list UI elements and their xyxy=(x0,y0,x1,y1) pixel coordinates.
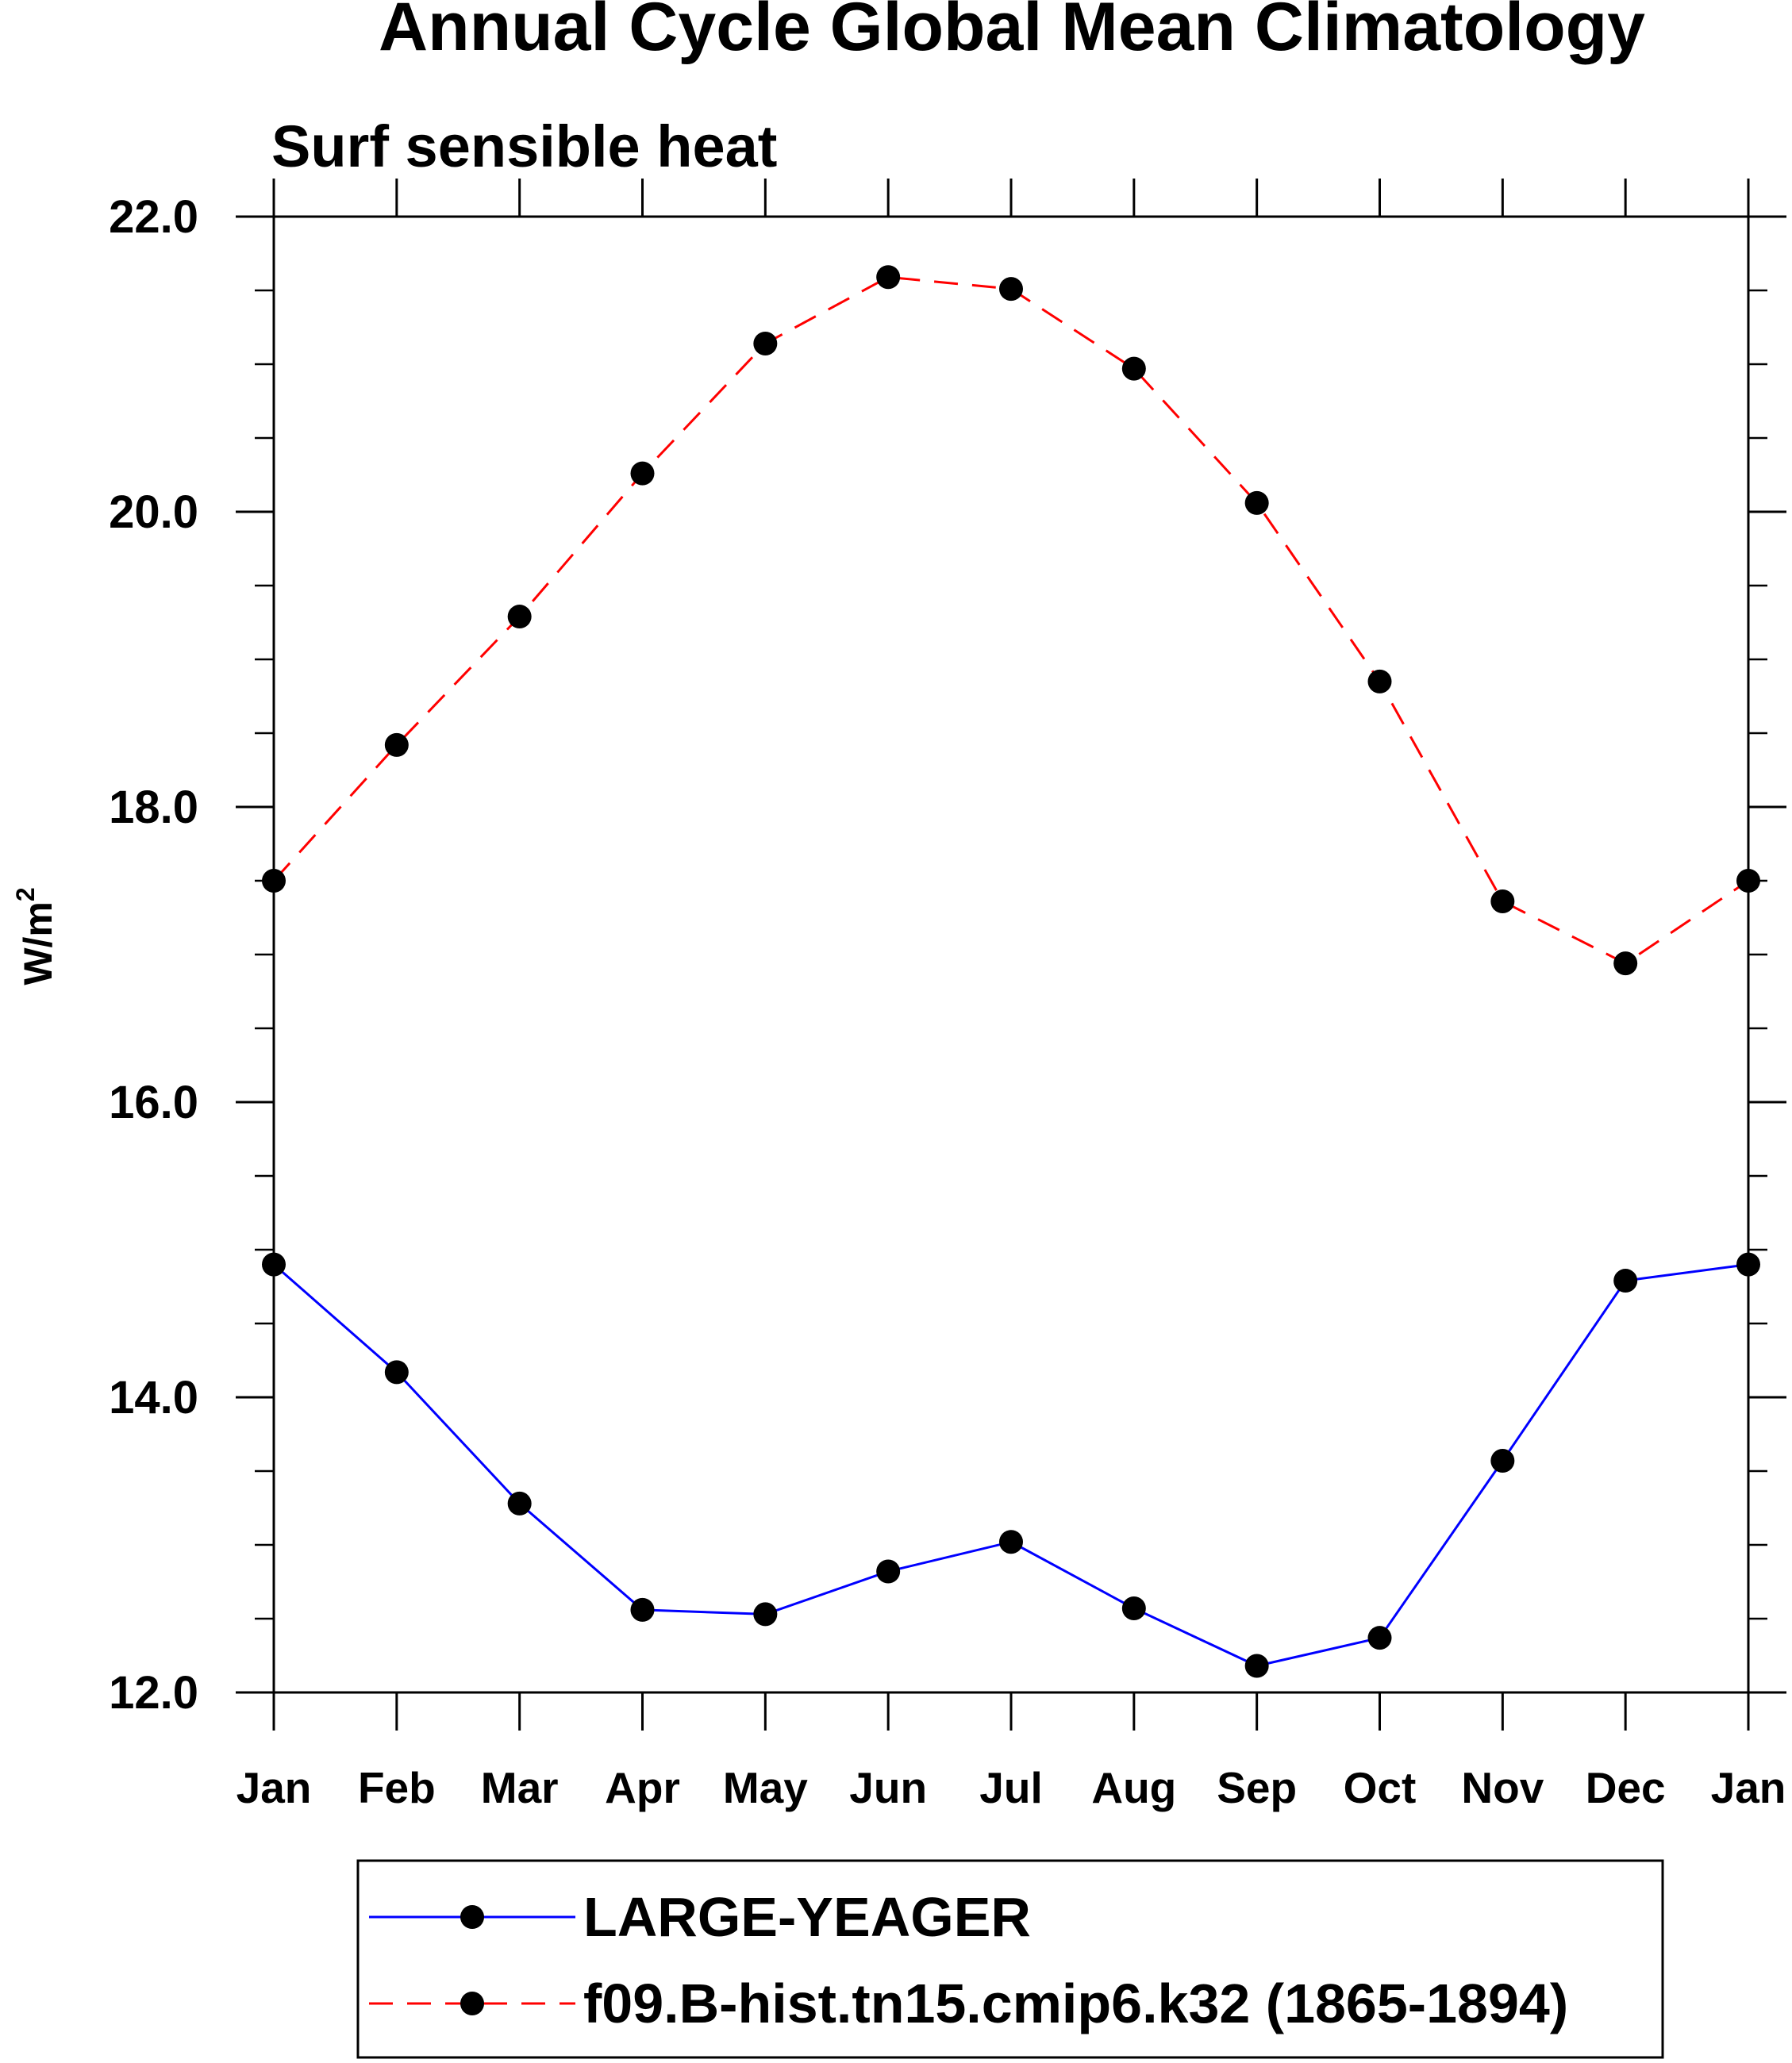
x-tick-label: Aug xyxy=(1091,1763,1176,1812)
series-line-large-yeager xyxy=(273,1263,1749,1668)
legend-box xyxy=(356,1859,1664,2059)
data-point-large-yeager xyxy=(876,1559,901,1584)
y-tick-label: 18.0 xyxy=(109,782,198,833)
data-point-f09-b-hist-tn15-cmip6-k32-1865-1894 xyxy=(1121,356,1146,381)
data-point-large-yeager xyxy=(1613,1269,1638,1293)
data-point-f09-b-hist-tn15-cmip6-k32-1865-1894 xyxy=(1613,951,1638,976)
data-point-f09-b-hist-tn15-cmip6-k32-1865-1894 xyxy=(999,277,1023,302)
x-tick-label: Jan xyxy=(1711,1763,1786,1812)
x-tick-label: Oct xyxy=(1344,1763,1417,1812)
data-point-f09-b-hist-tn15-cmip6-k32-1865-1894 xyxy=(1244,490,1269,515)
data-point-f09-b-hist-tn15-cmip6-k32-1865-1894 xyxy=(876,265,901,290)
axes: Jan Feb Mar Apr May Jun Jul Aug Sep Oct Nov Dec Jan 1… xyxy=(109,179,1786,1812)
data-point-large-yeager xyxy=(1121,1596,1146,1620)
data-point-f09-b-hist-tn15-cmip6-k32-1865-1894 xyxy=(753,331,778,355)
data-point-large-yeager xyxy=(999,1530,1023,1554)
x-tick-label: Apr xyxy=(605,1763,680,1812)
data-point-large-yeager xyxy=(507,1491,532,1516)
data-point-f09-b-hist-tn15-cmip6-k32-1865-1894 xyxy=(1736,869,1760,893)
y-tick-label: 16.0 xyxy=(109,1077,198,1128)
data-point-f09-b-hist-tn15-cmip6-k32-1865-1894 xyxy=(1367,669,1392,693)
data-point-large-yeager xyxy=(1244,1654,1269,1678)
legend-marker-f09-b-hist xyxy=(460,1992,484,2015)
data-point-f09-b-hist-tn15-cmip6-k32-1865-1894 xyxy=(262,869,286,893)
x-tick-label: Jul xyxy=(979,1763,1042,1812)
x-tick-label: Mar xyxy=(481,1763,559,1812)
y-axis-label: W/m2 xyxy=(11,887,60,985)
plot-frame xyxy=(272,215,1750,1694)
data-point-f09-b-hist-tn15-cmip6-k32-1865-1894 xyxy=(1490,889,1515,914)
data-point-large-yeager xyxy=(384,1360,409,1385)
x-tick-label: Nov xyxy=(1461,1763,1544,1812)
data-point-f09-b-hist-tn15-cmip6-k32-1865-1894 xyxy=(630,461,655,486)
y-axis-label-superscript: 2 xyxy=(11,887,40,901)
x-tick-label: Jan xyxy=(236,1763,312,1812)
data-point-large-yeager xyxy=(1490,1448,1515,1473)
series-line-f09-b-hist-tn15-cmip6-k32-1865-1894 xyxy=(272,275,1749,965)
y-tick-label: 20.0 xyxy=(109,486,198,538)
y-tick-label: 12.0 xyxy=(109,1667,198,1719)
x-tick-label: May xyxy=(723,1763,808,1812)
x-tick-label: Feb xyxy=(358,1763,436,1812)
y-tick-label: 22.0 xyxy=(109,191,198,243)
series-layer xyxy=(262,265,1760,1678)
legend-label-f09-b-hist: f09.B-hist.tn15.cmip6.k32 (1865-1894) xyxy=(583,1973,1568,2034)
legend-marker-large-yeager xyxy=(460,1905,484,1929)
svg-text:W/m2: W/m2 xyxy=(11,887,60,985)
data-point-large-yeager xyxy=(630,1597,655,1622)
chart-subtitle: Surf sensible heat xyxy=(271,113,777,179)
data-point-f09-b-hist-tn15-cmip6-k32-1865-1894 xyxy=(384,732,409,757)
x-tick-label: Dec xyxy=(1586,1763,1666,1812)
y-tick-label: 14.0 xyxy=(109,1372,198,1423)
y-axis-label-text: W/m xyxy=(16,901,60,985)
data-point-f09-b-hist-tn15-cmip6-k32-1865-1894 xyxy=(507,605,532,629)
chart-title: Annual Cycle Global Mean Climatology xyxy=(379,0,1645,65)
x-tick-label: Jun xyxy=(849,1763,927,1812)
legend-label-large-yeager: LARGE-YEAGER xyxy=(583,1886,1031,1948)
data-point-large-yeager xyxy=(1367,1626,1392,1650)
legend: LARGE-YEAGER f09.B-hist.tn15.cmip6.k32 (… xyxy=(356,1859,1664,2059)
data-point-large-yeager xyxy=(262,1252,286,1277)
x-tick-label: Sep xyxy=(1217,1763,1297,1812)
data-point-large-yeager xyxy=(1736,1252,1760,1277)
data-point-large-yeager xyxy=(753,1602,778,1627)
